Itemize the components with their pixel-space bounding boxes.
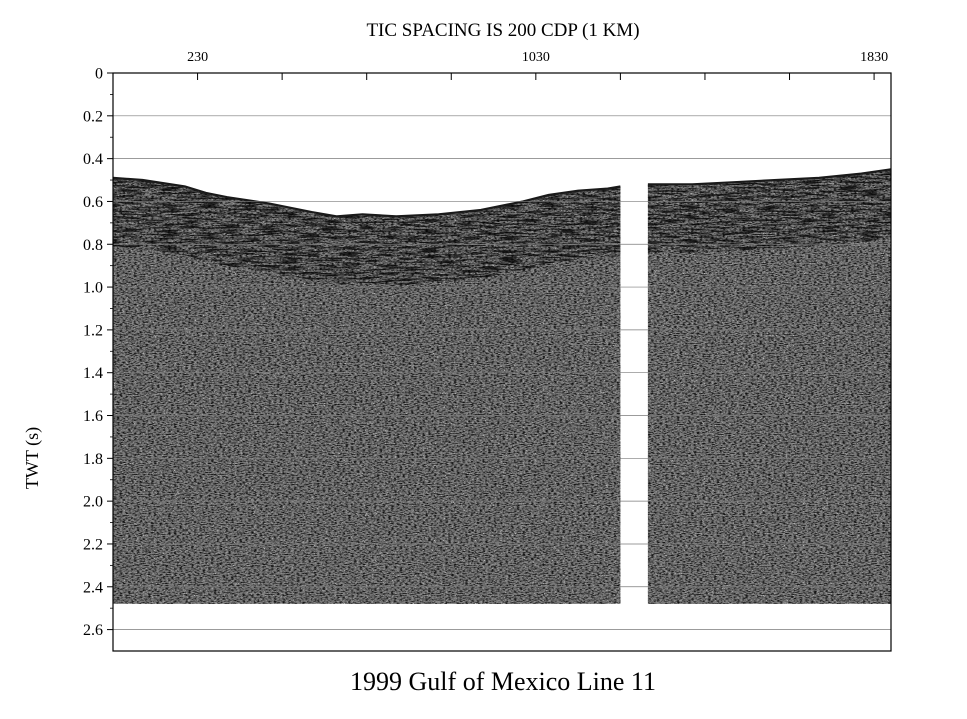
tick-labels: 0 0.2 0.4 0.6 0.8 1.0 1.2 1.4 1.6 1.8 2.0 2.2 2.4 2.6… (83, 50, 888, 639)
seafloor-reflector (112, 176, 621, 218)
plot-frame (112, 72, 892, 652)
y-axis-title: TWT (s) (22, 427, 43, 489)
y-tick-label: 2.4 (83, 579, 103, 596)
seafloor-reflector (647, 168, 892, 186)
y-tick-label: 1.8 (83, 451, 103, 468)
chart-title: 1999 Gulf of Mexico Line 11 (350, 667, 656, 696)
x-tick-label: 230 (187, 50, 208, 65)
y-tick-label: 2.0 (83, 494, 103, 511)
y-tick-label: 0.4 (83, 151, 103, 168)
y-tick-label: 1.2 (83, 322, 103, 339)
axis-ticks (107, 72, 875, 631)
y-tick-label: 2.6 (83, 622, 103, 639)
x-tick-label: 1830 (860, 50, 888, 65)
x-tick-label: 1030 (522, 50, 550, 65)
top-axis-title: TIC SPACING IS 200 CDP (1 KM) (366, 20, 639, 41)
y-tick-label: 2.2 (83, 536, 103, 553)
y-tick-label: 0 (95, 66, 103, 83)
gridlines (113, 115, 891, 630)
y-tick-label: 1.6 (83, 408, 103, 425)
seismic-texture (112, 168, 892, 604)
y-tick-label: 1.4 (83, 365, 103, 382)
y-tick-label: 1.0 (83, 280, 103, 297)
y-tick-label: 0.2 (83, 108, 103, 125)
y-tick-label: 0.8 (83, 237, 103, 254)
y-tick-label: 0.6 (83, 194, 103, 211)
